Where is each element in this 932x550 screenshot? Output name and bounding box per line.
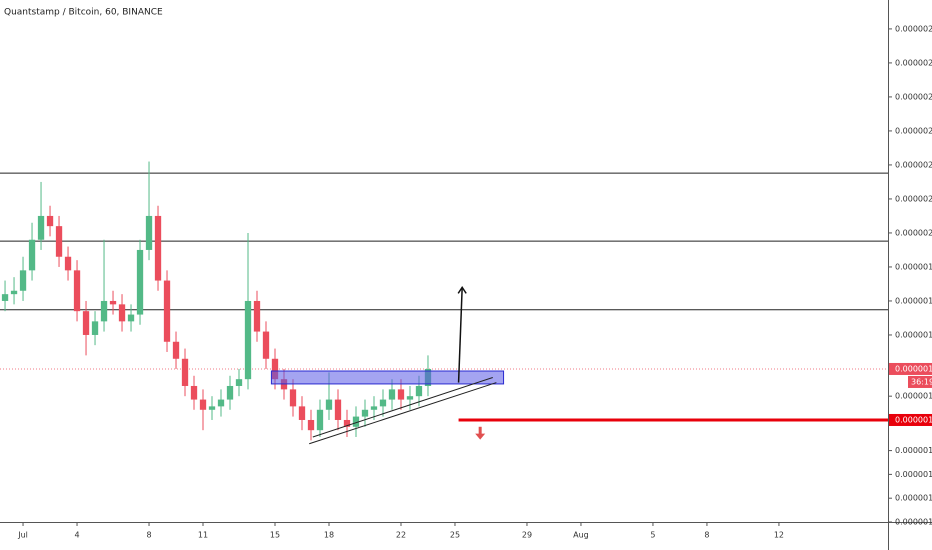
support-label-box: [889, 413, 932, 426]
candle-body: [262, 331, 270, 359]
candle-body: [370, 406, 378, 410]
x-tick-label: 11: [198, 531, 208, 540]
y-tick-label: 0.00000122: [895, 494, 932, 503]
candle-body: [19, 270, 27, 291]
candle-body: [109, 300, 117, 305]
y-tick-label: 0.00000230: [895, 126, 932, 135]
x-tick-label: 8: [704, 531, 709, 540]
candle-body: [10, 290, 18, 295]
breakout-arrow: [457, 287, 463, 383]
candle-body: [91, 321, 99, 335]
candle-body: [298, 406, 306, 420]
candle-body: [100, 300, 108, 322]
x-tick-label: 4: [74, 531, 79, 540]
x-tick-label: 22: [396, 531, 406, 540]
chart-title: Quantstamp / Bitcoin, 60, BINANCE: [4, 8, 163, 18]
candle-body: [334, 399, 342, 420]
candle-body: [190, 385, 198, 400]
x-tick-label: 12: [774, 531, 784, 540]
last-price-label: 0.00000160: [895, 364, 932, 373]
x-tick-label: Jul: [17, 531, 28, 540]
candle-body: [244, 300, 252, 380]
candle-body: [226, 385, 234, 400]
candle-body: [388, 389, 396, 400]
y-tick-label: 0.00000180: [895, 296, 932, 305]
support-label: 0.00000145: [895, 415, 932, 424]
candle-body: [172, 341, 180, 359]
x-tick-label: 8: [146, 531, 151, 540]
resistance-box: [270, 370, 505, 385]
candle-body: [118, 304, 126, 322]
candle-body: [217, 399, 225, 407]
y-tick-label: 0.00000210: [895, 194, 932, 203]
candle-body: [415, 385, 423, 397]
x-tick-label: 29: [522, 531, 532, 540]
candle-body: [361, 409, 369, 417]
candle-body: [253, 300, 261, 332]
y-tick-label: 0.00000240: [895, 92, 932, 101]
candle-body: [325, 399, 333, 410]
x-tick-label: Aug: [573, 531, 589, 540]
candle-body: [181, 358, 189, 386]
trendline: [312, 376, 493, 438]
candle-body: [73, 270, 81, 312]
candle-body: [307, 419, 315, 431]
candle-body: [289, 389, 297, 407]
candle-body: [235, 379, 243, 386]
candle-body: [208, 406, 216, 410]
candle-body: [145, 215, 153, 250]
candle-body: [397, 389, 405, 400]
y-tick-label: 0.00000190: [895, 262, 932, 271]
candle-body: [163, 280, 171, 342]
x-tick-label: 18: [324, 531, 334, 540]
y-tick-label: 0.00000129: [895, 470, 932, 479]
y-tick-label: 0.00000170: [895, 330, 932, 339]
candle-body: [28, 239, 36, 271]
breakout-arrow-head: [457, 286, 467, 294]
breakdown-arrow-head: [475, 433, 486, 440]
plot-area: [0, 161, 888, 445]
trendline: [309, 382, 497, 445]
y-tick-label: 0.00000200: [895, 228, 932, 237]
x-tick-label: 15: [270, 531, 280, 540]
x-tick-label: 25: [450, 531, 460, 540]
candle-body: [46, 215, 54, 227]
y-tick-label: 0.00000152: [895, 392, 932, 401]
candle-body: [379, 399, 387, 407]
y-tick-label: 0.00000250: [895, 58, 932, 67]
candle-body: [82, 311, 90, 335]
candle-body: [64, 256, 72, 271]
y-tick-label: 0.00000220: [895, 160, 932, 169]
x-tick-label: 5: [650, 531, 655, 540]
candle-body: [352, 416, 360, 427]
candle-body: [343, 419, 351, 427]
candle-body: [136, 249, 144, 315]
candle-body: [37, 215, 45, 240]
countdown-label: 36:19: [911, 377, 932, 386]
y-tick-label: 0.00000115: [895, 518, 932, 527]
candle-body: [1, 294, 9, 301]
last-price-box: [889, 362, 932, 375]
candle-body: [127, 314, 135, 322]
candle-body: [406, 396, 414, 400]
y-tick-label: 0.00000260: [895, 24, 932, 33]
candle-body: [154, 215, 162, 281]
candle-body: [271, 358, 279, 380]
countdown-box: [908, 375, 932, 388]
candle-body: [55, 226, 63, 257]
candle-body: [316, 409, 324, 431]
candle-body: [199, 399, 207, 410]
